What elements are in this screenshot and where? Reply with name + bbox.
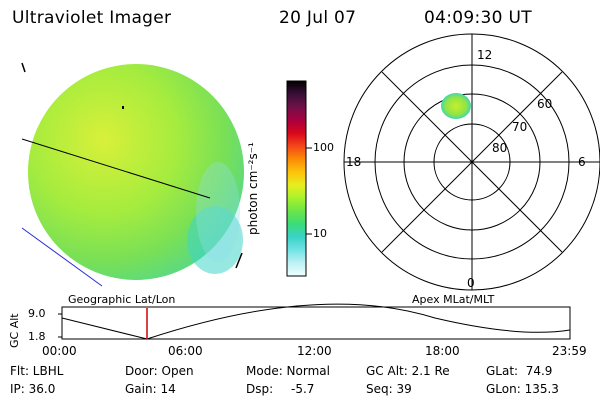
instrument-title: Ultraviolet Imager <box>12 8 172 28</box>
mlt-label-18: 18 <box>346 155 362 169</box>
status-dsp-value: -5.7 <box>291 382 315 396</box>
tick-mark <box>21 62 26 73</box>
x-tick-label: 18:00 <box>425 344 460 358</box>
status-gc-alt: GC Alt: 2.1 Re <box>366 364 450 378</box>
mlt-label-6: 6 <box>578 155 586 169</box>
colorbar-unit-label: photon cm⁻²s⁻¹ <box>246 142 260 235</box>
x-tick-label: 12:00 <box>297 344 332 358</box>
status-filter: Flt: LBHL <box>10 364 64 378</box>
x-tick-label: 06:00 <box>168 344 203 358</box>
disk-edge-glow-2 <box>196 162 240 262</box>
star-dot <box>122 106 124 109</box>
x-tick-label: 23:59 <box>552 344 587 358</box>
y-tick-label-low: 1.8 <box>28 330 46 343</box>
lat-label-60: 60 <box>537 97 553 111</box>
status-glon: GLon: 135.3 <box>486 382 559 396</box>
polar-diagonal <box>381 71 563 253</box>
status-mode: Mode: Normal <box>246 364 330 378</box>
status-seq: Seq: 39 <box>366 382 412 396</box>
timeline-axis-title: GC Alt <box>8 313 21 348</box>
lat-label-80: 80 <box>492 141 508 155</box>
mlt-label-0: 0 <box>467 276 475 290</box>
timeline-right-title: Apex MLat/MLT <box>412 293 495 306</box>
y-tick-label-high: 9.0 <box>28 307 46 320</box>
status-gain: Gain: 14 <box>125 382 176 396</box>
x-tick-label: 00:00 <box>42 344 77 358</box>
tick-mark <box>235 252 243 269</box>
disk-edge-glow <box>187 206 243 274</box>
time-label: 04:09:30 UT <box>424 8 532 28</box>
altitude-timeline <box>58 303 571 340</box>
terminator-line <box>21 138 211 199</box>
colorbar-tick-100: 100 <box>313 141 334 154</box>
timeline-left-title: Geographic Lat/Lon <box>68 293 176 306</box>
status-glat: GLat: 74.9 <box>486 364 553 378</box>
colorbar-tick-10: 10 <box>313 227 327 240</box>
earth-image <box>21 62 244 287</box>
status-door: Door: Open <box>125 364 194 378</box>
altitude-curve <box>61 303 571 340</box>
status-dsp-label: Dsp: <box>246 382 274 396</box>
mlt-label-12: 12 <box>477 48 493 62</box>
colorbar <box>286 80 307 277</box>
date-label: 20 Jul 07 <box>279 8 357 28</box>
status-ip: IP: 36.0 <box>10 382 56 396</box>
lat-label-70: 70 <box>512 120 528 134</box>
timeline-frame <box>61 306 571 340</box>
auroral-patch <box>441 93 471 119</box>
polar-plot <box>343 33 600 291</box>
limb-line <box>21 227 103 287</box>
